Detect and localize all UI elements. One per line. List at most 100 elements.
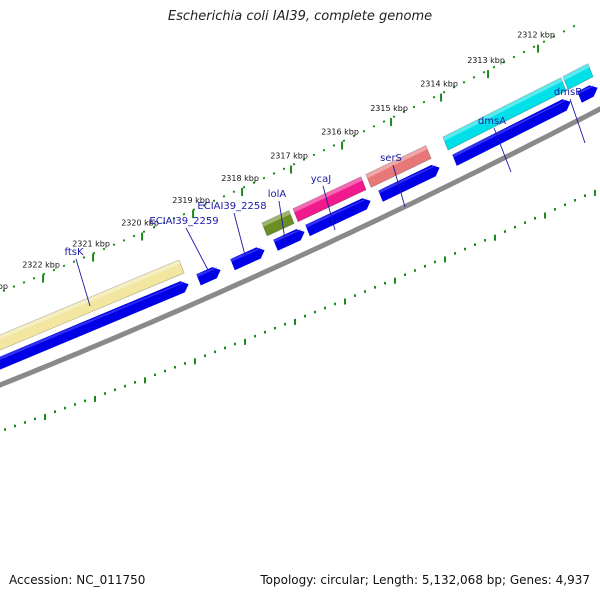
feature-band-dmsb[interactable] (562, 63, 594, 91)
tick-label: 2315 kbp (370, 104, 408, 113)
tick-mark (12, 285, 16, 288)
gene-label-eciai39-2258[interactable]: ECIAI39_2258 (197, 201, 266, 212)
gene-leader-line (322, 185, 336, 231)
gene-arrow[interactable] (230, 247, 265, 271)
tick-label: 2318 kbp (221, 174, 259, 183)
tick-mark (562, 30, 566, 33)
tick-mark (122, 239, 126, 242)
tick-mark (2, 289, 6, 292)
tick-mark (572, 24, 576, 28)
gene-leader-line (278, 200, 287, 247)
tick-mark (172, 217, 176, 220)
tick-mark (32, 277, 36, 280)
tick-mark (322, 148, 326, 152)
tick-mark (462, 80, 466, 84)
tick-mark (152, 226, 156, 229)
tick-mark (192, 208, 196, 212)
gene-arrow-highlight (378, 164, 438, 194)
tick-mark (372, 125, 376, 128)
tick-mark (392, 115, 396, 119)
tick-label: 2312 kbp (517, 31, 555, 40)
gene-arrow-highlight (577, 84, 596, 95)
feature-band-lola[interactable] (261, 209, 295, 237)
tick-mark (512, 55, 516, 59)
genome-summary: Topology: circular; Length: 5,132,068 bp… (260, 573, 590, 587)
gene-label-ycaj[interactable]: ycaJ (311, 174, 332, 185)
tick-label: 2322 kbp (22, 261, 60, 270)
tick-mark (212, 199, 216, 203)
tick-mark (452, 85, 456, 89)
gene-label-ftsk[interactable]: ftsK (64, 247, 83, 258)
inner-tick-ring (4, 189, 596, 431)
tick-mark (352, 134, 356, 138)
tick-label: 2323 kbp (0, 282, 8, 291)
tick-mark (222, 194, 226, 198)
gene-arrow[interactable] (305, 198, 371, 237)
backbone-track (0, 106, 600, 388)
tick-mark (342, 139, 346, 143)
tick-mark (432, 95, 436, 99)
tick-label: 2321 kbp (72, 240, 110, 249)
feature-band-ftsk[interactable] (0, 259, 185, 359)
tick-mark (112, 243, 116, 246)
tick-label: 2316 kbp (321, 128, 359, 137)
tick-mark (22, 281, 26, 284)
tick-mark (182, 212, 186, 216)
gene-arrow[interactable] (273, 229, 305, 251)
tick-mark (382, 120, 386, 123)
tick-mark (242, 185, 246, 189)
gene-label-lola[interactable]: lolA (268, 189, 287, 200)
gene-label-sers[interactable]: serS (380, 153, 402, 164)
tick-mark (42, 272, 46, 276)
gene-leader-line (185, 227, 209, 271)
tick-mark (72, 260, 76, 263)
gene-arrow-highlight (452, 98, 569, 158)
tick-mark (522, 50, 526, 54)
tick-mark (552, 35, 556, 38)
tick-label: 2319 kbp (172, 196, 210, 205)
gene-arrow[interactable] (452, 99, 571, 166)
tick-mark (482, 70, 486, 74)
gene-leader-line (392, 164, 406, 208)
tick-mark (132, 234, 136, 238)
gene-arrow-highlight (305, 197, 369, 228)
gene-arrow-highlight (196, 266, 219, 277)
tick-mark (532, 45, 536, 49)
feature-band-highlight (562, 63, 590, 81)
tick-mark (202, 203, 206, 207)
backbone-line (0, 106, 600, 388)
tick-mark (402, 110, 406, 114)
tick-mark (82, 256, 86, 259)
tick-mark (62, 264, 66, 268)
gene-arrow[interactable] (0, 281, 189, 376)
gene-leader-line (233, 212, 247, 260)
tick-label: 2317 kbp (270, 152, 308, 161)
tick-mark (272, 172, 276, 175)
tick-mark (422, 100, 426, 104)
gene-arrow[interactable] (378, 165, 440, 202)
tick-mark (232, 190, 236, 194)
map-title: Escherichia coli IAI39, complete genome (167, 9, 433, 24)
tick-mark (302, 158, 306, 161)
tick-mark (292, 162, 296, 166)
gene-label-dmsb[interactable]: dmsB (554, 87, 582, 98)
feature-band-sers[interactable] (365, 144, 432, 188)
feature-band-highlight (292, 176, 363, 213)
outer-tick-ring (2, 24, 576, 292)
feature-band-highlight (0, 260, 181, 340)
tick-mark (102, 247, 106, 251)
tick-mark (92, 251, 96, 255)
tick-mark (362, 129, 366, 133)
gene-arrow[interactable] (196, 267, 221, 286)
tick-mark (492, 65, 496, 69)
gene-label-dmsa[interactable]: dmsA (478, 116, 506, 127)
gene-arrow-highlight (230, 247, 263, 262)
gene-arrow-highlight (273, 228, 303, 243)
feature-band-ycaj[interactable] (292, 176, 367, 223)
gene-label-eciai39-2259[interactable]: ECIAI39_2259 (149, 216, 218, 227)
tick-mark (442, 90, 446, 94)
tick-labels: 2312 kbp 2313 kbp 2314 kbp 2315 kbp 2316 kbp… (0, 31, 555, 291)
feature-band-dmsa[interactable] (442, 77, 567, 151)
